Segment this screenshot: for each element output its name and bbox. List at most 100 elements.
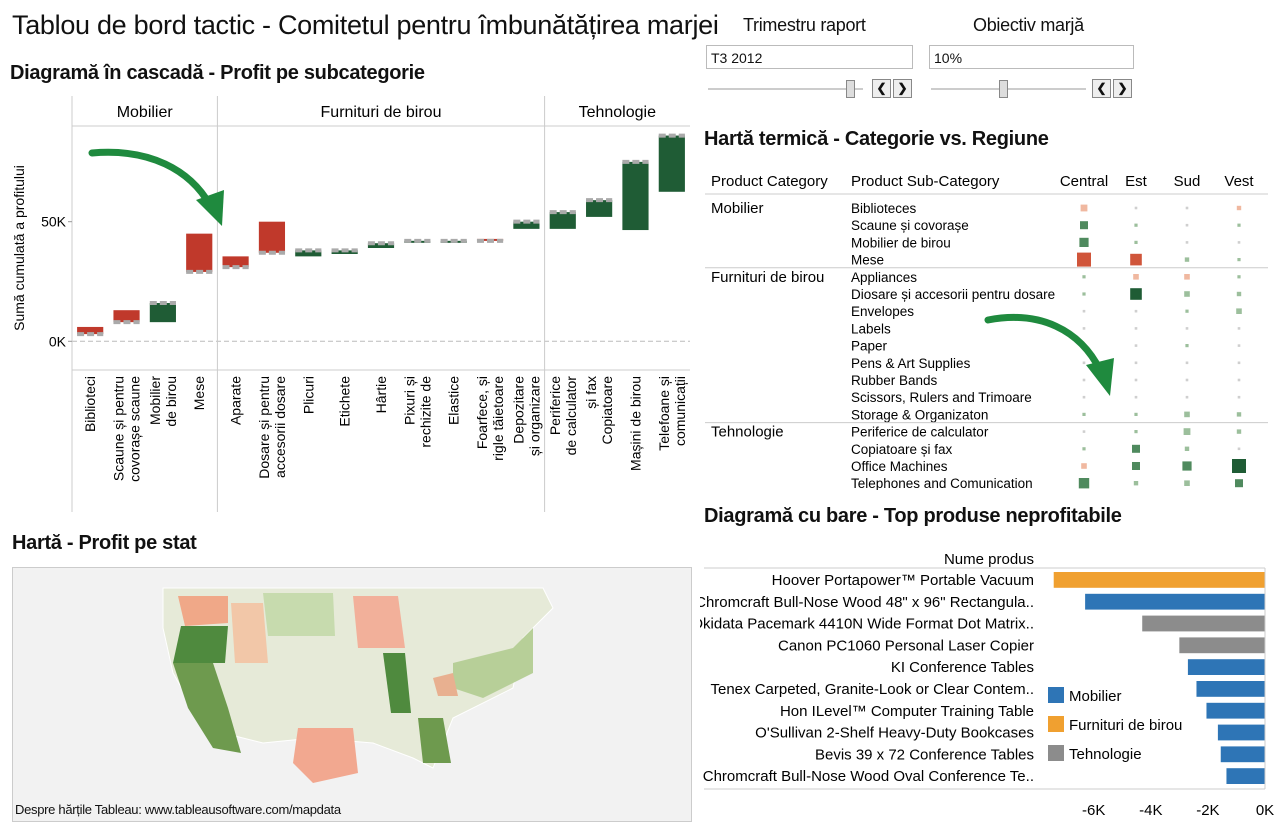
heatmap-cell[interactable] — [1185, 327, 1189, 330]
waterfall-bar[interactable] — [77, 326, 104, 335]
margin-slider-track[interactable] — [931, 88, 1086, 90]
margin-prev-button[interactable]: ❮ — [1092, 79, 1111, 98]
heatmap-cell[interactable] — [1082, 395, 1086, 399]
heatmap-cell[interactable] — [1232, 459, 1246, 473]
heatmap-cell[interactable] — [1185, 361, 1189, 365]
heatmap-cell[interactable] — [1082, 327, 1086, 330]
heatmap-cell[interactable] — [1185, 241, 1189, 244]
bar[interactable] — [1085, 593, 1265, 610]
waterfall-bar[interactable] — [513, 221, 540, 229]
waterfall-bar[interactable] — [222, 256, 249, 268]
heatmap-cell[interactable] — [1237, 327, 1241, 330]
map-credit[interactable]: Despre hărțile Tableau: www.tableausoftw… — [15, 802, 341, 817]
heatmap-cell[interactable] — [1184, 274, 1190, 280]
map-state-oregon[interactable] — [173, 626, 228, 663]
bar[interactable] — [1206, 702, 1265, 719]
heatmap-cell[interactable] — [1184, 446, 1190, 451]
waterfall-bar[interactable] — [295, 250, 322, 257]
heatmap-cell[interactable] — [1134, 327, 1138, 330]
heatmap-cell[interactable] — [1237, 275, 1241, 279]
heatmap-cell[interactable] — [1079, 237, 1089, 247]
bar[interactable] — [1187, 659, 1265, 675]
heatmap-cell[interactable] — [1134, 378, 1138, 382]
bar[interactable] — [1142, 615, 1265, 632]
heatmap-cell[interactable] — [1082, 309, 1086, 313]
heatmap-cell[interactable] — [1185, 395, 1189, 399]
heatmap-cell[interactable] — [1134, 344, 1138, 347]
heatmap-cell[interactable] — [1184, 480, 1190, 486]
map-state-georgia[interactable] — [418, 718, 451, 763]
quarter-next-button[interactable]: ❯ — [893, 79, 912, 98]
heatmap-cell[interactable] — [1134, 395, 1138, 399]
heatmap-cell[interactable] — [1183, 428, 1191, 435]
heatmap-cell[interactable] — [1237, 258, 1241, 262]
heatmap-cell[interactable] — [1185, 309, 1189, 313]
heatmap-cell[interactable] — [1237, 361, 1241, 365]
map-state-idaho[interactable] — [231, 603, 268, 663]
heatmap-cell[interactable] — [1185, 344, 1189, 348]
waterfall-bar[interactable] — [658, 135, 685, 192]
heatmap-cell[interactable] — [1134, 206, 1138, 210]
map-state-minnesota[interactable] — [353, 596, 405, 648]
bar[interactable] — [1179, 637, 1265, 654]
waterfall-bar[interactable] — [149, 303, 176, 323]
heatmap-cell[interactable] — [1134, 309, 1138, 313]
heatmap-cell[interactable] — [1134, 223, 1138, 227]
heatmap-cell[interactable] — [1081, 463, 1087, 469]
heatmap-cell[interactable] — [1082, 361, 1086, 365]
heatmap-cell[interactable] — [1237, 378, 1241, 382]
map-state-ohio[interactable] — [433, 673, 458, 696]
heatmap-cell[interactable] — [1185, 206, 1189, 210]
waterfall-bar[interactable] — [622, 161, 649, 231]
margin-input[interactable]: 10% — [929, 45, 1134, 69]
heatmap-cell[interactable] — [1185, 378, 1189, 382]
heatmap-cell[interactable] — [1237, 395, 1241, 399]
heatmap-cell[interactable] — [1133, 481, 1139, 486]
heatmap-cell[interactable] — [1130, 253, 1142, 266]
heatmap-cell[interactable] — [1132, 462, 1140, 470]
heatmap-cell[interactable] — [1080, 204, 1088, 212]
map-state-illinois[interactable] — [383, 653, 411, 713]
margin-next-button[interactable]: ❯ — [1113, 79, 1132, 98]
margin-slider-thumb[interactable] — [999, 80, 1008, 98]
waterfall-bar[interactable] — [586, 200, 613, 217]
heatmap-cell[interactable] — [1082, 447, 1086, 451]
bar[interactable] — [1196, 681, 1265, 697]
heatmap-cell[interactable] — [1235, 479, 1243, 488]
heatmap-cell[interactable] — [1182, 461, 1192, 471]
heatmap-cell[interactable] — [1082, 430, 1086, 433]
heatmap-cell[interactable] — [1082, 292, 1086, 296]
heatmap-cell[interactable] — [1134, 430, 1138, 434]
heatmap-cell[interactable] — [1082, 412, 1086, 416]
map-state-montana[interactable] — [263, 593, 335, 636]
bar[interactable] — [1217, 724, 1265, 741]
waterfall-bar[interactable] — [549, 212, 576, 229]
heatmap-cell[interactable] — [1184, 291, 1190, 297]
bar[interactable] — [1053, 572, 1265, 588]
heatmap-cell[interactable] — [1237, 223, 1241, 227]
heatmap-cell[interactable] — [1236, 429, 1242, 434]
heatmap-cell[interactable] — [1185, 223, 1189, 227]
heatmap-cell[interactable] — [1237, 241, 1241, 244]
waterfall-bar[interactable] — [367, 243, 395, 248]
bar[interactable] — [1220, 746, 1265, 763]
map-state-texas[interactable] — [293, 728, 358, 783]
us-map[interactable]: Despre hărțile Tableau: www.tableausoftw… — [12, 567, 692, 822]
quarter-prev-button[interactable]: ❮ — [872, 79, 891, 98]
waterfall-bar[interactable] — [113, 310, 140, 323]
heatmap-cell[interactable] — [1077, 252, 1091, 267]
heatmap-cell[interactable] — [1133, 274, 1139, 280]
heatmap-cell[interactable] — [1130, 288, 1142, 300]
heatmap-cell[interactable] — [1134, 240, 1138, 244]
quarter-input[interactable]: T3 2012 — [706, 45, 913, 69]
heatmap-cell[interactable] — [1236, 291, 1242, 297]
map-state-washington[interactable] — [178, 596, 228, 626]
heatmap-cell[interactable] — [1237, 344, 1241, 347]
heatmap-cell[interactable] — [1134, 361, 1138, 365]
heatmap-cell[interactable] — [1134, 412, 1138, 416]
map-state-california[interactable] — [173, 663, 241, 753]
heatmap-cell[interactable] — [1132, 444, 1140, 453]
bar[interactable] — [1226, 768, 1265, 784]
heatmap-cell[interactable] — [1184, 257, 1190, 262]
quarter-slider-thumb[interactable] — [846, 80, 855, 98]
